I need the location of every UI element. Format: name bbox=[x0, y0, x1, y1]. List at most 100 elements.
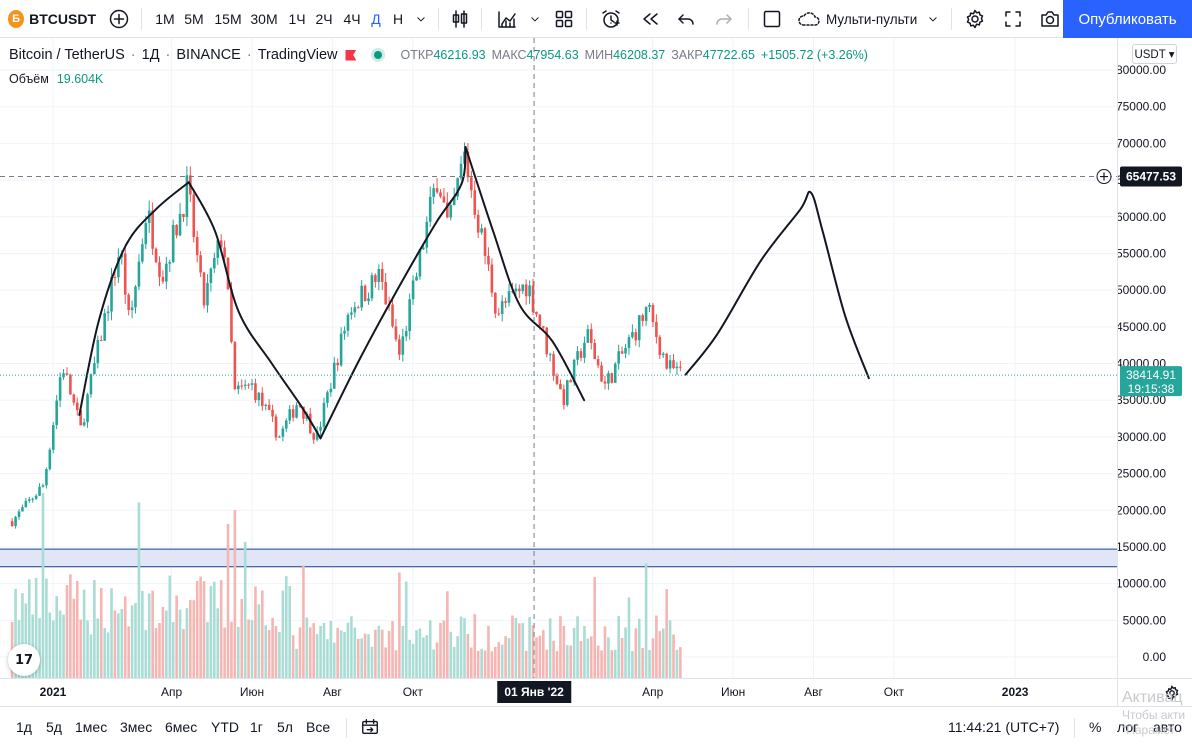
volume-bar bbox=[363, 633, 367, 678]
range-5d[interactable]: 5д bbox=[46, 719, 62, 735]
tradingview-logo[interactable]: 17 bbox=[8, 644, 40, 676]
time-axis[interactable]: 2021 Апр Июн Авг Окт Апр Июн Авг Окт 2023 01 Янв '… bbox=[0, 678, 1117, 706]
clock[interactable]: 11:44:21 (UTC+7) bbox=[948, 719, 1060, 735]
goto-date-button[interactable] bbox=[360, 717, 380, 740]
volume-bar bbox=[589, 636, 593, 678]
symbol-label: BTCUSDT bbox=[29, 11, 96, 27]
range-1m[interactable]: 1мес bbox=[75, 719, 108, 735]
chart-type-button[interactable] bbox=[448, 0, 472, 38]
volume-bar bbox=[661, 628, 665, 678]
range-all[interactable]: Все bbox=[306, 719, 331, 735]
price-tick-label: 30000.00 bbox=[1118, 430, 1166, 444]
candle-body bbox=[466, 151, 470, 178]
candle-body bbox=[565, 380, 569, 406]
indicators-button[interactable] bbox=[494, 0, 520, 38]
currency-selector[interactable]: USDT ▾ bbox=[1132, 44, 1177, 64]
range-3m[interactable]: 3мес bbox=[120, 719, 153, 735]
interval-15m[interactable]: 15M bbox=[212, 0, 244, 38]
add-symbol-button[interactable] bbox=[106, 0, 132, 38]
range-6m[interactable]: 6мес bbox=[165, 719, 198, 735]
price-tick-label: 60000.00 bbox=[1118, 210, 1166, 224]
volume-bar bbox=[158, 623, 161, 678]
range-1d[interactable]: 1д bbox=[16, 719, 32, 735]
volume-bar bbox=[319, 626, 322, 678]
symbol-search-button[interactable]: Б BTCUSDT bbox=[8, 0, 96, 38]
interval-5m[interactable]: 5M bbox=[181, 0, 207, 38]
volume-bar bbox=[586, 638, 590, 678]
volume-bar bbox=[21, 593, 24, 678]
candle-body bbox=[302, 406, 305, 419]
candle-body bbox=[411, 280, 415, 300]
interval-2h[interactable]: 2Ч bbox=[312, 0, 336, 38]
volume-bar bbox=[579, 641, 583, 678]
interval-1m[interactable]: 1M bbox=[152, 0, 178, 38]
templates-button[interactable] bbox=[552, 0, 576, 38]
candle-body bbox=[82, 422, 86, 426]
price-chart[interactable] bbox=[0, 38, 1117, 678]
volume-bar bbox=[185, 608, 189, 678]
interval-day[interactable]: Д bbox=[367, 0, 385, 38]
candle-body bbox=[586, 329, 590, 343]
price-axis[interactable]: 80000.0075000.0070000.0065000.0060000.00… bbox=[1117, 38, 1192, 678]
plus-cross bbox=[1100, 172, 1108, 181]
time-tick-label: Окт bbox=[883, 685, 904, 699]
candle-body bbox=[507, 291, 511, 303]
log-toggle[interactable]: лог bbox=[1117, 719, 1139, 735]
drawing-downtrend_1 bbox=[187, 181, 322, 440]
indicators-dropdown[interactable] bbox=[527, 0, 543, 38]
percent-toggle[interactable]: % bbox=[1089, 719, 1102, 735]
candle-body bbox=[449, 205, 453, 218]
chart-pane[interactable]: Bitcoin / TetherUS · 1Д · BINANCE · Trad… bbox=[0, 38, 1117, 678]
volume-bar bbox=[216, 608, 220, 678]
time-axis-settings[interactable] bbox=[1117, 678, 1192, 706]
volume-bar bbox=[624, 627, 627, 678]
interval-dropdown[interactable] bbox=[412, 0, 430, 38]
range-5y[interactable]: 5л bbox=[277, 719, 293, 735]
volume-bar bbox=[79, 619, 82, 678]
range-1y[interactable]: 1г bbox=[250, 719, 263, 735]
pair-name[interactable]: Bitcoin / TetherUS bbox=[9, 47, 125, 63]
interval-1h[interactable]: 1Ч bbox=[285, 0, 309, 38]
candle-body bbox=[596, 359, 600, 366]
volume-bar bbox=[82, 589, 86, 678]
volume-bar bbox=[672, 634, 675, 678]
trend-drawings[interactable] bbox=[78, 146, 870, 440]
volume-bar bbox=[113, 610, 117, 678]
interval-week[interactable]: Н bbox=[389, 0, 407, 38]
candle-body bbox=[370, 275, 374, 299]
volume-bar bbox=[141, 590, 144, 678]
ohlc-low-label: МИН bbox=[584, 48, 614, 62]
replay-button[interactable] bbox=[637, 0, 663, 38]
multi-pulti-button[interactable]: Мульти-пульти bbox=[796, 0, 946, 38]
volume-value: 19.604K bbox=[56, 72, 104, 86]
volume-bar bbox=[490, 651, 494, 678]
candle-body bbox=[624, 347, 627, 354]
volume-bar bbox=[274, 626, 278, 678]
interval-30m[interactable]: 30M bbox=[248, 0, 280, 38]
settings-button[interactable] bbox=[962, 0, 988, 38]
time-tick-label: Июн bbox=[239, 685, 265, 699]
flag-icon[interactable] bbox=[345, 49, 357, 61]
alert-button[interactable] bbox=[598, 0, 624, 38]
range-ytd[interactable]: YTD bbox=[211, 719, 239, 735]
volume-bar bbox=[298, 627, 302, 678]
layout-button[interactable] bbox=[758, 0, 786, 38]
redo-button[interactable] bbox=[711, 0, 737, 38]
candle-body bbox=[394, 326, 398, 340]
undo-button[interactable] bbox=[673, 0, 699, 38]
fullscreen-button[interactable] bbox=[1000, 0, 1026, 38]
interval-4h[interactable]: 4Ч bbox=[340, 0, 364, 38]
volume-bar bbox=[442, 620, 446, 678]
support-zone[interactable] bbox=[0, 548, 1117, 568]
volume-bar bbox=[418, 628, 422, 678]
legend-source: TradingView bbox=[257, 47, 338, 63]
volume-legend[interactable]: Объём 19.604K bbox=[9, 72, 103, 86]
snapshot-button[interactable] bbox=[1036, 0, 1064, 38]
volume-bar bbox=[89, 634, 93, 678]
auto-toggle[interactable]: авто bbox=[1153, 719, 1182, 735]
ohlc-low-value: 46208.37 bbox=[613, 48, 666, 62]
candle-body bbox=[576, 351, 579, 360]
publish-button[interactable]: Опубликовать bbox=[1063, 0, 1192, 38]
candle-body bbox=[480, 228, 483, 233]
candle-body bbox=[250, 383, 254, 385]
